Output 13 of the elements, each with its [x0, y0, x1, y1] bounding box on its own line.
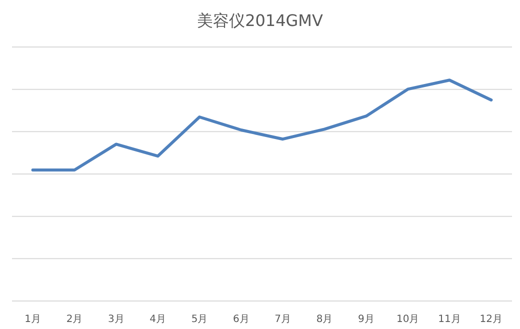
x-tick-label: 4月 — [150, 314, 166, 325]
x-tick-label: 10月 — [396, 314, 420, 325]
x-tick-label: 2月 — [66, 314, 83, 325]
chart-title: 美容仪2014GMV — [197, 11, 323, 30]
x-tick-label: 3月 — [108, 314, 124, 325]
x-tick-label: 5月 — [191, 314, 208, 325]
x-tick-label: 1月 — [24, 314, 42, 325]
x-tick-label: 12月 — [480, 314, 503, 325]
x-tick-label: 6月 — [232, 314, 250, 325]
x-tick-label: 9月 — [358, 314, 374, 325]
x-tick-label: 11月 — [438, 314, 461, 325]
x-tick-label: 8月 — [316, 314, 333, 325]
x-tick-label: 7月 — [274, 314, 292, 325]
